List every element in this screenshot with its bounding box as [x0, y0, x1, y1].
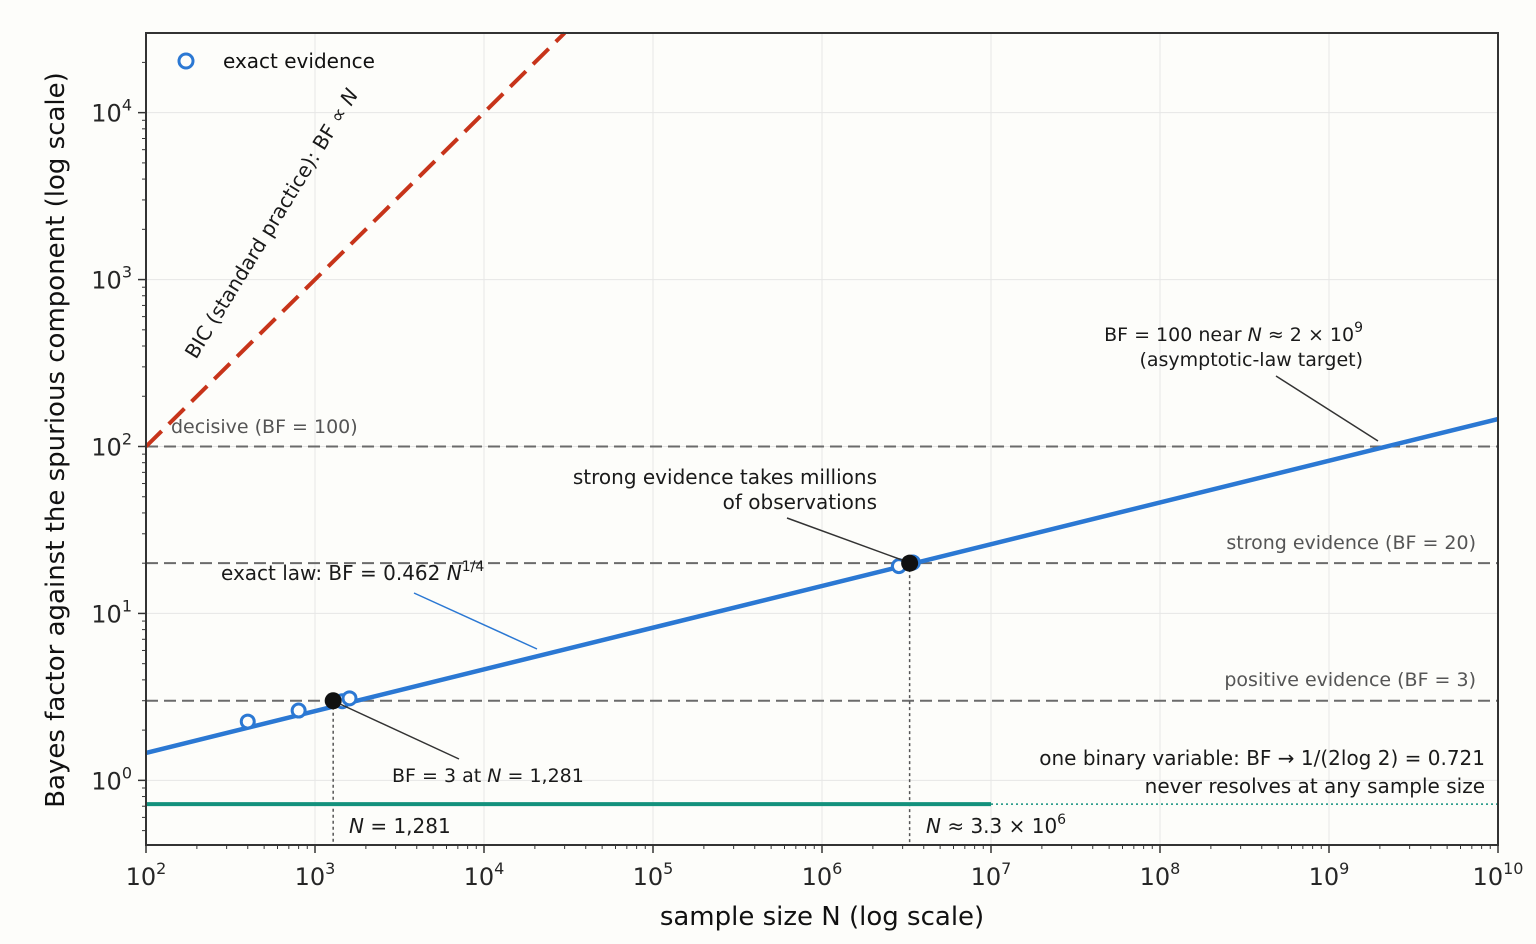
target-annotation-line1: BF = 100 near N ≈ 2 × 109: [1104, 320, 1363, 346]
bf3-prefix: BF: [392, 765, 422, 787]
series-layer: [144, 31, 1499, 807]
ref-label-decisive: decisive (BF = 100): [171, 416, 358, 438]
x-tick-base: 10: [464, 863, 495, 891]
y-tick-exp: 4: [122, 96, 132, 115]
exact-law-label-prefix: exact law: BF: [221, 561, 360, 585]
y-tick-base: 10: [91, 767, 122, 795]
y-tick-label: 101: [91, 596, 132, 628]
target-mid: = 100 near: [1134, 324, 1248, 346]
key-point: [901, 554, 919, 572]
target-prefix: BF: [1104, 324, 1134, 346]
x-tick-base: 10: [633, 863, 664, 891]
exact-evidence-point: [290, 702, 307, 719]
x-tick-label: 105: [633, 859, 674, 891]
y-tick-label: 104: [91, 96, 132, 128]
x-axis-title: sample size N (log scale): [660, 902, 984, 932]
x-tick-base: 10: [1140, 863, 1171, 891]
x-tick-base: 10: [295, 863, 326, 891]
y-tick-base: 10: [91, 267, 122, 295]
key-point: [324, 692, 342, 710]
target-exp: 9: [1354, 320, 1363, 336]
target-suffix: ≈ 2 × 10: [1262, 324, 1354, 346]
x-tick-label: 108: [1140, 859, 1181, 891]
x-tick-exp: 6: [832, 859, 842, 878]
target-pointer: [1275, 375, 1379, 442]
n1-n: N: [349, 814, 364, 838]
legend: exact evidence: [177, 49, 375, 73]
y-tick-label: 100: [91, 763, 132, 795]
exact-law-label-exp: 1/4: [462, 559, 485, 575]
ref-label-strong: strong evidence (BF = 20): [1226, 532, 1476, 554]
strong-annotation-line1: strong evidence takes millions: [573, 465, 877, 489]
x-tick-label: 103: [295, 859, 336, 891]
binary-annotation-line2: never resolves at any sample size: [1145, 774, 1485, 798]
exact-law-label-n: N: [447, 561, 462, 585]
x-tick-exp: 10: [1503, 859, 1523, 878]
x-tick-label: 106: [802, 859, 843, 891]
target-n: N: [1248, 324, 1262, 346]
bic-line: [144, 31, 567, 448]
strong-pointer: [786, 517, 903, 561]
y-tick-label: 103: [91, 263, 132, 295]
y-tick-exp: 0: [122, 763, 132, 782]
exact-law-line: [145, 416, 1499, 756]
x-tick-label: 1010: [1473, 859, 1524, 891]
x-tick-base: 10: [1473, 863, 1504, 891]
n2-n: N: [926, 814, 941, 838]
x-tick-label: 104: [464, 859, 505, 891]
n1-suffix: = 1,281: [364, 814, 451, 838]
y-tick-exp: 3: [122, 263, 132, 282]
exact-law-pointer: [413, 592, 538, 650]
y-tick-base: 10: [91, 600, 122, 628]
x-tick-label: 107: [971, 859, 1012, 891]
bf3-pointer: [339, 703, 460, 760]
exact-evidence-point: [341, 690, 358, 707]
bf3-mid: = 3 at: [422, 765, 487, 787]
x-tick-exp: 9: [1339, 859, 1349, 878]
x-tick-label: 102: [126, 859, 167, 891]
y-tick-base: 10: [91, 434, 122, 462]
n2-exp: 6: [1057, 812, 1066, 828]
target-annotation-line2: (asymptotic-law target): [1139, 349, 1363, 371]
x-tick-exp: 3: [325, 859, 335, 878]
points-layer: [239, 554, 921, 730]
bf3-suffix: = 1,281: [501, 765, 583, 787]
x-tick-exp: 5: [663, 859, 673, 878]
x-tick-label: 109: [1309, 859, 1350, 891]
x-axis-ticks: 102 103 104 105 106 107 108 109 1010: [126, 845, 1524, 891]
y-tick-exp: 2: [122, 430, 132, 449]
y-tick-label: 102: [91, 430, 132, 462]
n1-label: N = 1,281: [349, 814, 451, 838]
exact-law-label-mid: = 0.462: [360, 561, 447, 585]
exact-evidence-point: [239, 713, 256, 730]
x-tick-base: 10: [126, 863, 157, 891]
x-tick-base: 10: [1309, 863, 1340, 891]
x-tick-exp: 4: [494, 859, 504, 878]
exact-law-label: exact law: BF = 0.462 N1/4: [221, 559, 484, 585]
y-tick-base: 10: [91, 100, 122, 128]
x-tick-base: 10: [971, 863, 1002, 891]
legend-marker: [177, 52, 195, 70]
reference-lines: [146, 445, 1498, 702]
guide-lines: [332, 563, 911, 845]
n2-mid: ≈ 3.3 × 10: [941, 814, 1057, 838]
bf3-annotation: BF = 3 at N = 1,281: [392, 765, 584, 787]
x-tick-exp: 2: [156, 859, 166, 878]
y-axis-title: Bayes factor against the spurious compon…: [41, 72, 71, 808]
n2-label: N ≈ 3.3 × 106: [926, 812, 1066, 838]
bf3-n: N: [487, 765, 501, 787]
ref-label-positive: positive evidence (BF = 3): [1224, 669, 1476, 691]
x-tick-exp: 8: [1170, 859, 1180, 878]
strong-annotation-line2: of observations: [723, 490, 877, 514]
binary-annotation-line1: one binary variable: BF → 1/(2log 2) = 0…: [1039, 746, 1485, 770]
y-tick-exp: 1: [122, 596, 132, 615]
x-tick-exp: 7: [1001, 859, 1011, 878]
x-tick-base: 10: [802, 863, 833, 891]
legend-label: exact evidence: [223, 49, 375, 73]
